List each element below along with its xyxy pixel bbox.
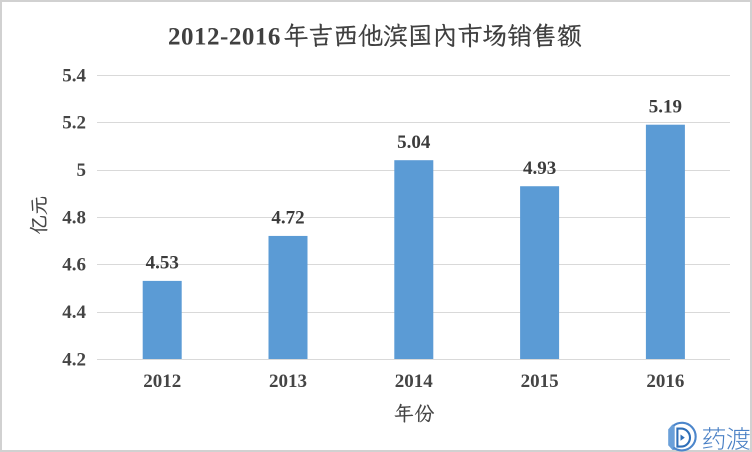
svg-text:4.93: 4.93 [523,158,556,179]
svg-text:4.2: 4.2 [62,349,86,370]
svg-text:4.8: 4.8 [62,207,86,228]
svg-text:5.19: 5.19 [649,96,682,117]
svg-text:4.6: 4.6 [62,255,86,276]
svg-text:2013: 2013 [269,371,307,392]
svg-text:5: 5 [77,160,87,181]
svg-text:5.04: 5.04 [397,132,431,153]
svg-text:2012: 2012 [143,371,181,392]
svg-text:4.4: 4.4 [62,302,86,323]
svg-text:5.4: 5.4 [62,65,86,86]
svg-text:2016: 2016 [646,371,684,392]
svg-text:2015: 2015 [521,371,559,392]
svg-text:2014: 2014 [395,371,434,392]
svg-text:4.72: 4.72 [271,208,304,229]
svg-text:2012-2016: 2012-2016 [168,24,281,51]
svg-text:5.2: 5.2 [62,113,86,134]
svg-text:4.53: 4.53 [146,253,179,274]
